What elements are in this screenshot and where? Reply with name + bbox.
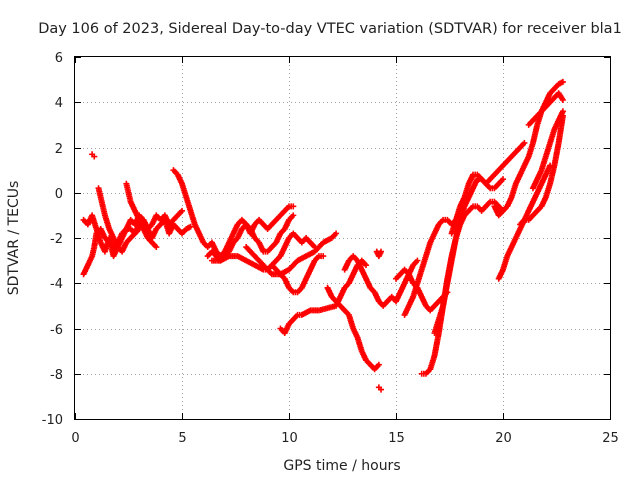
grid-lines <box>75 57 610 419</box>
x-tick-label: 15 <box>388 431 405 446</box>
y-tick-label: 0 <box>55 187 63 202</box>
data-point <box>363 262 370 269</box>
data-point <box>153 244 160 251</box>
x-tick-label: 25 <box>602 431 619 446</box>
x-tick-label: 20 <box>495 431 512 446</box>
data-point <box>521 139 528 146</box>
data-point <box>320 253 327 260</box>
data-point <box>414 257 421 264</box>
data-point <box>290 212 297 219</box>
tick-labels: 0 5 10 15 20 25 -10 -8 -6 -4 -2 0 2 4 6 <box>42 51 619 446</box>
y-tick-label: -8 <box>50 368 63 383</box>
x-axis-label: GPS time / hours <box>283 458 400 474</box>
y-tick-label: 2 <box>55 142 63 157</box>
chart-title: Day 106 of 2023, Sidereal Day-to-day VTE… <box>38 21 622 37</box>
y-tick-label: -2 <box>50 232 63 247</box>
data-points <box>80 78 566 393</box>
y-tick-label: -4 <box>50 277 63 292</box>
y-tick-label: 6 <box>55 51 63 66</box>
data-point <box>179 207 185 214</box>
data-point <box>375 361 382 368</box>
y-axis-label: SDTVAR / TECUs <box>6 181 22 296</box>
x-tick-label: 0 <box>71 431 79 446</box>
data-point <box>378 386 385 393</box>
data-point <box>559 96 566 103</box>
y-tick-label: -10 <box>42 413 63 428</box>
y-tick-label: -6 <box>50 323 63 338</box>
x-tick-label: 5 <box>178 431 186 446</box>
data-point <box>91 153 98 160</box>
data-point <box>500 176 506 183</box>
y-tick-label: 4 <box>55 96 63 111</box>
data-point <box>559 108 566 115</box>
data-point <box>559 78 566 85</box>
data-point <box>333 230 340 237</box>
data-point <box>378 248 385 255</box>
data-point <box>290 203 297 210</box>
x-tick-label: 10 <box>281 431 298 446</box>
plot-frame <box>74 56 611 420</box>
